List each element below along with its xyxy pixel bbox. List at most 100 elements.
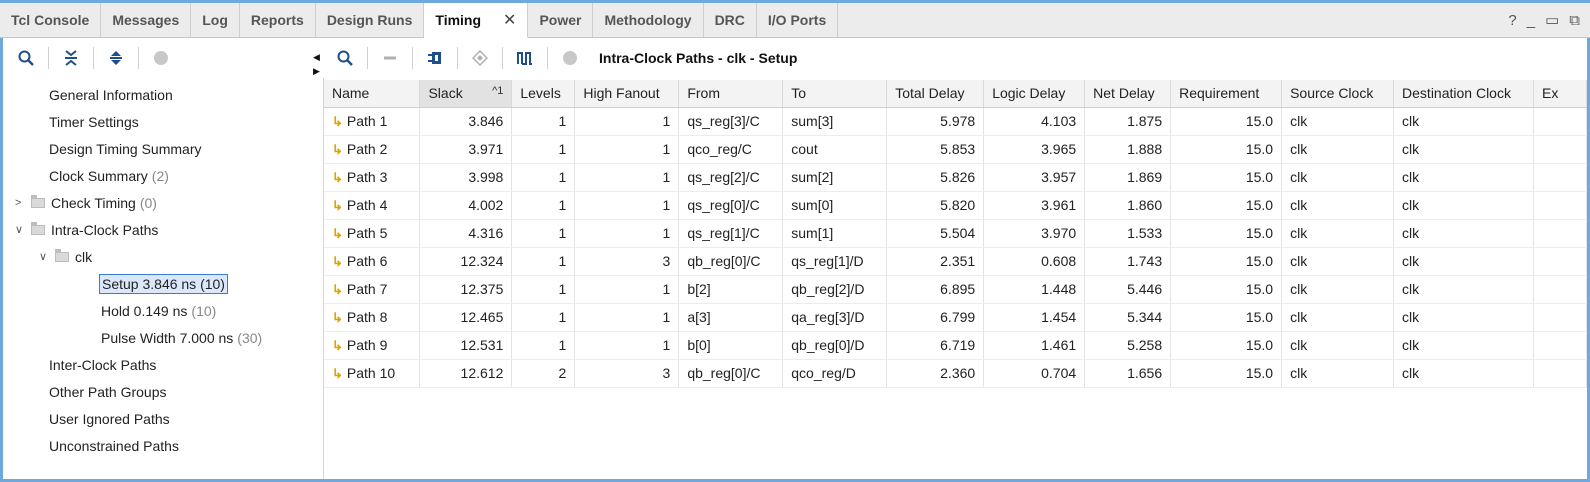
table-cell: 3.998	[419, 163, 513, 192]
table-cell: 6.799	[886, 303, 985, 332]
table-cell: qs_reg[0]/C	[678, 191, 784, 220]
help-icon[interactable]: ?	[1508, 11, 1517, 29]
table-row[interactable]: ↳ Path 8 12.465 1 1 a[3] qa_reg[3]/D 6.799 1.454…	[324, 303, 1587, 332]
tree-item-design-timing-summary[interactable]: Design Timing Summary	[49, 135, 202, 162]
tree-item-general-information[interactable]: General Information	[49, 81, 173, 108]
tab-log[interactable]: Log	[191, 3, 240, 37]
table-cell: 1.454	[983, 303, 1086, 332]
expand-all-icon[interactable]	[103, 45, 129, 71]
chevron-right-icon[interactable]: >	[15, 196, 22, 209]
table-cell: 15.0	[1170, 275, 1283, 304]
tree-item-label: User Ignored Paths	[49, 410, 170, 427]
timing-path-icon: ↳	[332, 365, 343, 381]
tree-item-clk[interactable]: ∨ clk	[39, 243, 92, 270]
table-row[interactable]: ↳ Path 3 3.998 1 1 qs_reg[2]/C sum[2] 5.826 3.95…	[324, 163, 1587, 192]
tab-reports[interactable]: Reports	[240, 3, 316, 37]
column-header-total-delay[interactable]: Total Delay	[886, 80, 985, 108]
tab-design-runs[interactable]: Design Runs	[316, 3, 425, 37]
tab-messages[interactable]: Messages	[101, 3, 192, 37]
tab-power[interactable]: Power	[528, 3, 594, 37]
column-header-name[interactable]: Name	[324, 80, 421, 108]
tree-item-label: Hold 0.149 ns	[101, 302, 188, 319]
table-cell: a[3]	[678, 303, 784, 332]
minimize-icon[interactable]: _	[1526, 11, 1536, 29]
table-cell: 5.258	[1084, 331, 1172, 360]
table-cell	[1533, 331, 1587, 360]
table-row[interactable]: ↳ Path 2 3.971 1 1 qco_reg/C cout 5.853 3.965 1.8…	[324, 135, 1587, 164]
tree-item-inter-clock-paths[interactable]: Inter-Clock Paths	[49, 351, 156, 378]
tree-item-check-timing[interactable]: > Check Timing (0)	[15, 189, 157, 216]
chevron-down-icon[interactable]: ∨	[15, 224, 24, 236]
column-header-slack[interactable]: Slack ^1	[419, 80, 513, 108]
collapse-all-icon[interactable]	[58, 45, 84, 71]
table-cell: qb_reg[0]/D	[782, 331, 888, 360]
tree-item-user-ignored-paths[interactable]: User Ignored Paths	[49, 405, 170, 432]
table-cell: clk	[1393, 331, 1534, 360]
table-cell: 0.608	[983, 247, 1086, 276]
search-icon[interactable]	[13, 45, 39, 71]
column-header-requirement[interactable]: Requirement	[1170, 80, 1283, 108]
toolbar-separator	[502, 47, 503, 69]
sort-ascending-indicator: ^1	[492, 85, 504, 98]
table-cell: clk	[1281, 275, 1395, 304]
tab-timing[interactable]: Timing ✕	[424, 3, 529, 38]
toolbar-separator	[138, 47, 139, 69]
schematic-icon[interactable]	[422, 45, 448, 71]
stop-icon[interactable]	[148, 45, 174, 71]
table-row[interactable]: ↳ Path 1 3.846 1 1 qs_reg[3]/C sum[3] 5.978 4.10…	[324, 107, 1587, 136]
table-cell: 1	[574, 219, 680, 248]
float-icon[interactable]: ⧉	[1569, 11, 1580, 29]
path-name: Path 1	[346, 112, 388, 129]
table-header-row: Name Slack ^1 Levels High Fanout From To …	[324, 80, 1587, 108]
marker-icon[interactable]	[467, 45, 493, 71]
table-row[interactable]: ↳ Path 7 12.375 1 1 b[2] qb_reg[2]/D 6.895 1.448…	[324, 275, 1587, 304]
tree-item-unconstrained-paths[interactable]: Unconstrained Paths	[49, 432, 179, 459]
restore-icon[interactable]: ▭	[1545, 12, 1560, 29]
column-header-source-clock[interactable]: Source Clock	[1281, 80, 1395, 108]
close-icon[interactable]: ✕	[503, 12, 517, 29]
column-header-high-fanout[interactable]: High Fanout	[574, 80, 680, 108]
tree-item-setup[interactable]: Setup 3.846 ns (10)	[99, 270, 228, 297]
path-name: Path 10	[346, 364, 396, 381]
column-header-from[interactable]: From	[678, 80, 784, 108]
table-cell: sum[0]	[782, 191, 888, 220]
table-row[interactable]: ↳ Path 4 4.002 1 1 qs_reg[0]/C sum[0] 5.820 3.96…	[324, 191, 1587, 220]
chevron-down-icon[interactable]: ∨	[39, 251, 48, 263]
tree-item-pulse-width[interactable]: Pulse Width 7.000 ns (30)	[101, 324, 262, 351]
table-row[interactable]: ↳ Path 10 12.612 2 3 qb_reg[0]/C qco_reg/D 2.36…	[324, 359, 1587, 388]
table-row[interactable]: ↳ Path 9 12.531 1 1 b[0] qb_reg[0]/D 6.719 1.461…	[324, 331, 1587, 360]
table-cell: 15.0	[1170, 135, 1283, 164]
column-header-destination-clock[interactable]: Destination Clock	[1393, 80, 1534, 108]
folder-icon	[31, 221, 45, 235]
waveform-icon[interactable]	[512, 45, 538, 71]
column-header-net-delay[interactable]: Net Delay	[1084, 80, 1172, 108]
stop-icon[interactable]	[557, 45, 583, 71]
table-cell: qs_reg[3]/C	[678, 107, 784, 136]
table-cell: ↳ Path 4	[324, 191, 421, 220]
tree-item-label: Design Timing Summary	[49, 140, 202, 157]
tree-item-other-path-groups[interactable]: Other Path Groups	[49, 378, 167, 405]
tab-tcl-console[interactable]: Tcl Console	[0, 3, 102, 37]
tree-item-label: Setup 3.846 ns (10)	[99, 273, 228, 294]
tree-item-label: General Information	[49, 86, 173, 103]
tree-item-count: (10)	[191, 302, 217, 319]
tab-drc[interactable]: DRC	[704, 3, 757, 37]
tab-io-ports[interactable]: I/O Ports	[757, 3, 839, 37]
table-row[interactable]: ↳ Path 5 4.316 1 1 qs_reg[1]/C sum[1] 5.504 3.97…	[324, 219, 1587, 248]
table-cell: clk	[1393, 275, 1534, 304]
tab-methodology[interactable]: Methodology	[593, 3, 704, 37]
table-row[interactable]: ↳ Path 6 12.324 1 3 qb_reg[0]/C qs_reg[1]/D 2.3…	[324, 247, 1587, 276]
column-header-to[interactable]: To	[782, 80, 888, 108]
column-header-logic-delay[interactable]: Logic Delay	[983, 80, 1086, 108]
minus-icon[interactable]	[377, 45, 403, 71]
panel-splitter[interactable]	[323, 78, 324, 479]
tree-item-timer-settings[interactable]: Timer Settings	[49, 108, 139, 135]
column-header-levels[interactable]: Levels	[511, 80, 576, 108]
tree-item-intra-clock-paths[interactable]: ∨ Intra-Clock Paths	[15, 216, 158, 243]
tree-item-clock-summary[interactable]: Clock Summary (2)	[49, 162, 169, 189]
panel-collapse-arrows[interactable]: ◀ ▶	[313, 52, 320, 76]
tree-item-hold[interactable]: Hold 0.149 ns (10)	[101, 297, 216, 324]
search-icon[interactable]	[332, 45, 358, 71]
column-header-ex[interactable]: Ex	[1533, 80, 1587, 108]
